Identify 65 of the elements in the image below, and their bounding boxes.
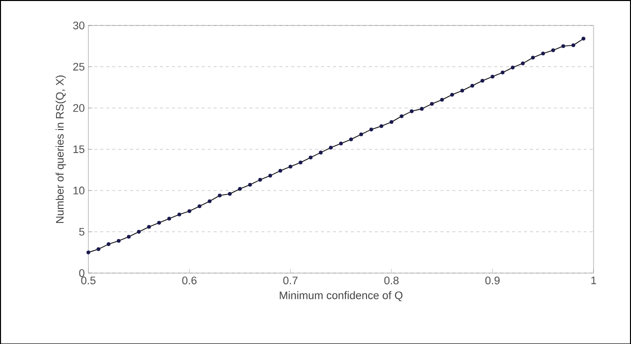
point xyxy=(288,164,292,168)
point xyxy=(541,51,545,56)
y-tick-label: 15 xyxy=(74,145,84,153)
point xyxy=(420,106,424,110)
point xyxy=(258,178,262,182)
y-axis-title: Number of queries in RS(Q, X) xyxy=(56,75,66,223)
point xyxy=(126,234,131,238)
y-tick-label: 0 xyxy=(79,268,84,277)
y-tick-label: 5 xyxy=(79,228,84,236)
point xyxy=(520,61,525,66)
x-axis-title: Minimum confidence of Q xyxy=(280,290,402,301)
point xyxy=(379,124,384,128)
x-tick-label: 0.5 xyxy=(81,276,96,284)
point xyxy=(339,141,343,146)
point xyxy=(167,216,172,220)
x-tick-label: 0.8 xyxy=(384,276,399,284)
point xyxy=(369,127,374,132)
point xyxy=(460,88,464,92)
y-tick-label: 10 xyxy=(74,186,84,194)
point xyxy=(298,160,302,164)
point xyxy=(278,168,282,172)
point xyxy=(328,146,333,150)
point xyxy=(308,155,313,160)
point xyxy=(177,212,182,216)
point xyxy=(218,193,222,198)
point xyxy=(188,209,192,213)
point xyxy=(571,43,576,47)
point xyxy=(440,98,444,102)
point xyxy=(318,150,323,154)
point xyxy=(116,238,121,243)
x-tick-label: 0.7 xyxy=(283,276,298,284)
point xyxy=(349,137,353,142)
point xyxy=(531,56,535,60)
point xyxy=(470,84,474,88)
point xyxy=(510,65,515,70)
point xyxy=(400,114,404,118)
point xyxy=(430,102,434,106)
point xyxy=(86,250,90,254)
x-tick-label: 0.6 xyxy=(182,276,197,284)
y-tick-label: 30 xyxy=(73,21,84,30)
point xyxy=(147,224,151,229)
point xyxy=(551,48,556,52)
point xyxy=(561,44,566,48)
point xyxy=(96,247,100,251)
point xyxy=(582,36,586,40)
point xyxy=(157,220,161,224)
point xyxy=(268,174,272,178)
point xyxy=(390,120,394,124)
point xyxy=(359,132,364,136)
point xyxy=(480,78,484,82)
x-tick-label: 0.9 xyxy=(485,276,500,284)
point xyxy=(106,242,110,246)
point xyxy=(208,199,212,203)
point xyxy=(410,109,414,113)
point xyxy=(500,70,505,74)
point xyxy=(228,192,232,196)
point xyxy=(198,204,202,208)
point xyxy=(238,186,242,191)
x-tick-label: 1 xyxy=(591,276,596,284)
point xyxy=(450,92,454,96)
y-tick-label: 20 xyxy=(73,104,84,112)
point xyxy=(490,74,494,78)
point xyxy=(136,230,141,234)
y-tick-label: 25 xyxy=(73,62,84,70)
point xyxy=(248,182,252,186)
